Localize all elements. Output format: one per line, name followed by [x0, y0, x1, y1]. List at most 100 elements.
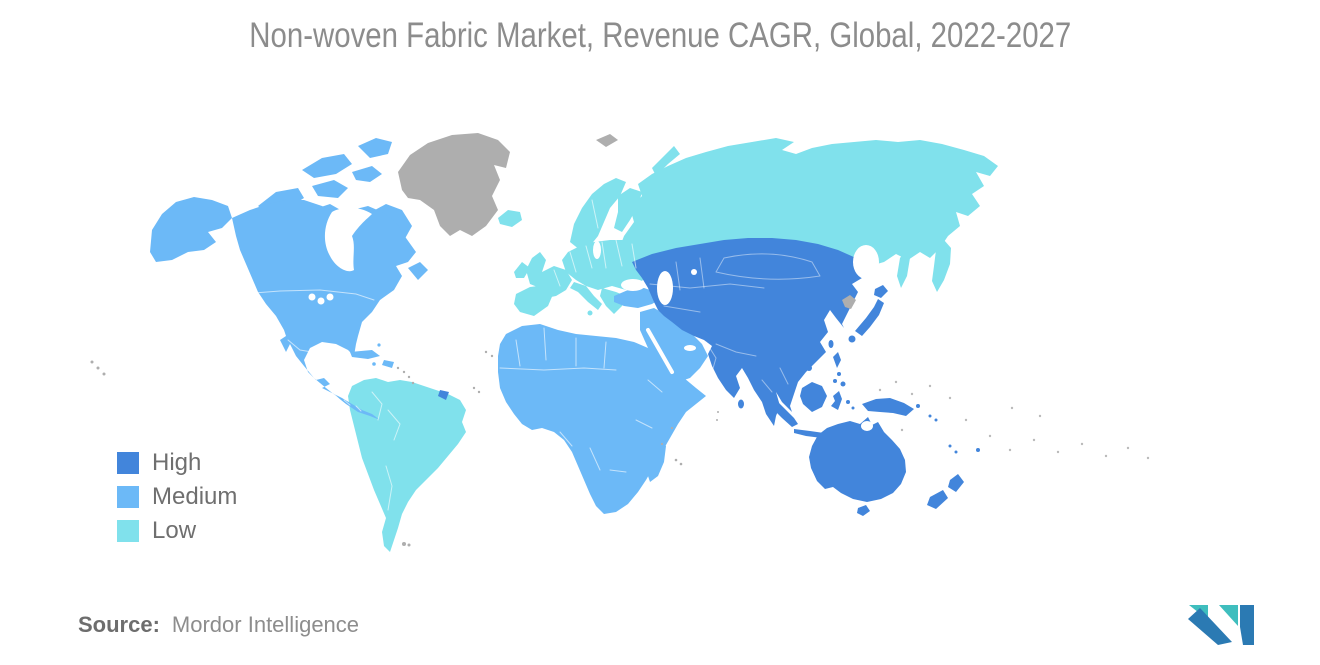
- legend-swatch-high: [117, 452, 139, 474]
- arctic-island-c: [358, 138, 392, 158]
- island-hawaii-c: [102, 372, 106, 376]
- page-title: Non-woven Fabric Market, Revenue CAGR, G…: [0, 16, 1320, 56]
- island-sulawesi: [831, 391, 842, 410]
- island-taiwan: [828, 340, 834, 348]
- island-bahamas: [377, 343, 381, 347]
- island-tasmania: [857, 505, 870, 516]
- island-visayas-a: [837, 372, 841, 376]
- black-sea: [621, 279, 645, 291]
- source-value: Mordor Intelligence: [171, 612, 360, 637]
- island-madagascar: [646, 440, 666, 482]
- continent-africa: [498, 324, 706, 514]
- island-mindanao: [840, 381, 846, 387]
- arctic-island-e: [352, 166, 382, 182]
- region-africa-middle-east: [498, 288, 708, 514]
- island-caribbean-b: [402, 370, 406, 374]
- legend-item-high: High: [117, 451, 237, 475]
- island-vanuatu: [948, 444, 952, 448]
- country-france: [534, 266, 572, 298]
- great-lake-c: [326, 293, 334, 301]
- island-borneo: [800, 382, 827, 412]
- country-greenland: [398, 133, 510, 236]
- country-denmark: [574, 253, 586, 264]
- island-fiji: [976, 448, 980, 452]
- country-australia: [809, 417, 906, 502]
- legend-swatch-low: [117, 520, 139, 542]
- country-ireland: [514, 262, 530, 278]
- island-novaya-zemlya: [652, 146, 680, 176]
- gulf-of-carpentaria: [861, 421, 873, 431]
- island-luzon: [833, 352, 841, 368]
- island-solomon-a: [928, 414, 932, 418]
- water-bodies: [308, 207, 879, 431]
- island-solomon-b: [934, 418, 938, 422]
- island-falkland-b: [407, 543, 411, 547]
- island-sicily: [587, 310, 593, 316]
- island-caribbean-a: [396, 366, 400, 370]
- island-sri-lanka: [738, 399, 744, 409]
- source-attribution: Source: Mordor Intelligence: [78, 612, 359, 638]
- island-caribbean-c: [407, 375, 411, 379]
- island-comoros: [660, 442, 664, 446]
- country-iceland: [498, 210, 522, 227]
- country-french-guiana: [438, 390, 449, 400]
- mordor-intelligence-logo: [1188, 605, 1254, 645]
- island-mauritius: [674, 458, 678, 462]
- baltic-sea: [593, 241, 601, 259]
- island-java: [794, 429, 824, 438]
- legend-label-low: Low: [152, 517, 197, 544]
- aral-sea: [691, 269, 697, 275]
- asia-country-borders: [649, 253, 821, 393]
- island-sumatra: [764, 392, 798, 427]
- continent-south-america: [348, 378, 466, 552]
- island-hispaniola: [382, 360, 394, 368]
- legend-swatch-medium: [117, 486, 139, 508]
- island-moluccas-b: [851, 406, 855, 410]
- legend-item-medium: Medium: [117, 483, 238, 510]
- island-honshu: [855, 299, 884, 336]
- island-sakhalin: [897, 250, 910, 288]
- island-newfoundland: [408, 262, 428, 280]
- region-north-america: [150, 138, 428, 420]
- region-no-data: [90, 133, 1150, 547]
- island-caribbean-d: [411, 381, 415, 385]
- state-alaska: [150, 197, 232, 262]
- legend-item-low: Low: [117, 517, 237, 544]
- chart-title-text: Non-woven Fabric Market, Revenue CAGR, G…: [249, 16, 1071, 55]
- island-reunion: [679, 462, 683, 466]
- source-label: Source:: [78, 612, 160, 637]
- mainland-north-america: [232, 200, 416, 420]
- island-cuba: [350, 350, 380, 359]
- arctic-island-d: [312, 180, 348, 198]
- island-hawaii-b: [96, 366, 100, 370]
- island-jamaica: [372, 362, 376, 366]
- region-south-america: [348, 378, 466, 552]
- island-canary-b: [490, 354, 494, 358]
- island-hokkaido: [874, 285, 888, 298]
- country-russia: [618, 138, 998, 266]
- island-visayas-b: [833, 379, 837, 383]
- nz-north-island: [948, 474, 964, 492]
- island-maldives-a: [717, 411, 719, 413]
- island-canary-a: [484, 350, 488, 354]
- country-finland: [614, 188, 642, 232]
- island-falkland-a: [402, 542, 406, 546]
- arctic-island-b: [302, 154, 352, 178]
- region-europe: [498, 178, 658, 316]
- region-central-europe: [562, 240, 658, 290]
- logo-teal-triangle-mid: [1219, 605, 1238, 626]
- island-cape-verde-a: [472, 386, 476, 390]
- region-russia: [618, 138, 998, 292]
- region-scandinavia: [570, 178, 626, 250]
- island-new-caledonia: [954, 450, 958, 454]
- logo-blue-diagonal: [1188, 608, 1232, 645]
- caspian-sea: [657, 271, 673, 305]
- island-hawaii-a: [90, 360, 94, 364]
- island-maldives-b: [716, 419, 718, 421]
- logo-blue-bar: [1240, 605, 1254, 645]
- island-kyushu: [848, 335, 856, 343]
- nz-south-island: [927, 490, 948, 509]
- legend-label-medium: Medium: [152, 483, 238, 510]
- island-seychelles: [670, 426, 674, 430]
